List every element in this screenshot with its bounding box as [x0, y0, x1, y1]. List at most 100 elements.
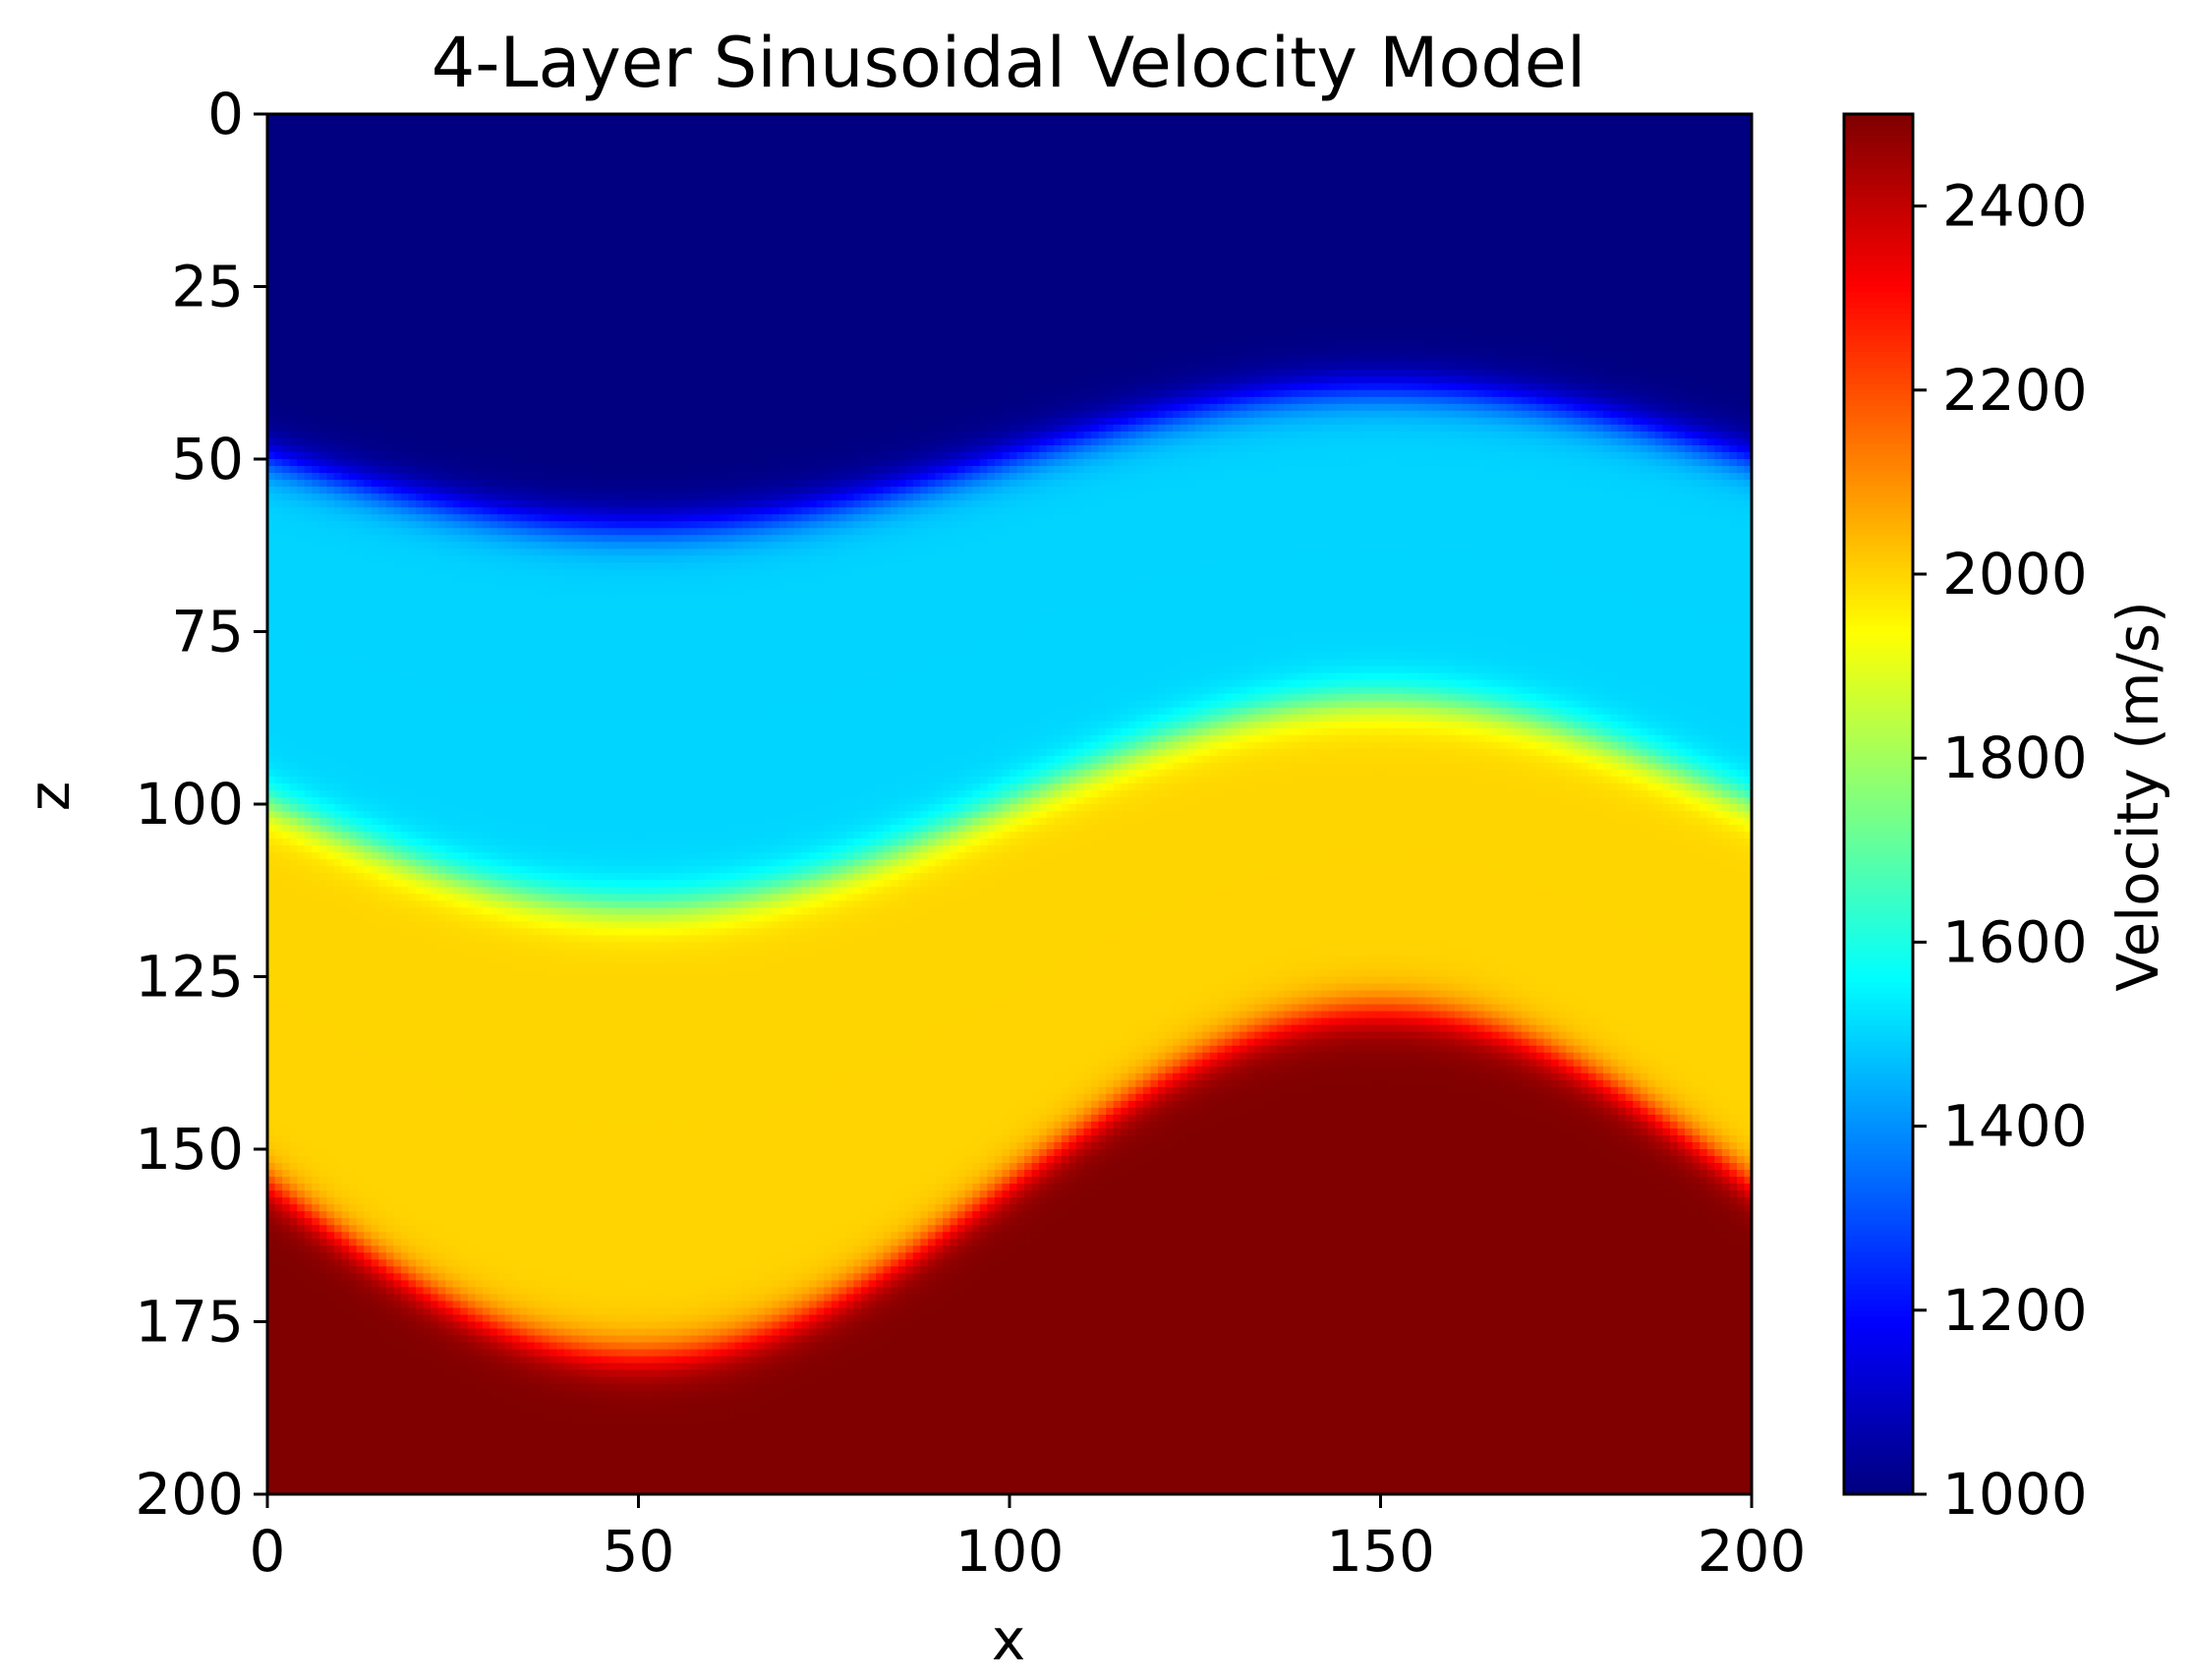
heatmap-cell [675, 142, 684, 149]
heatmap-cell [809, 245, 818, 253]
heatmap-cell [1202, 142, 1211, 149]
heatmap-cell [1180, 155, 1188, 163]
heatmap-cell [1700, 142, 1708, 149]
heatmap-cell [1031, 265, 1040, 274]
heatmap-cell [1240, 121, 1248, 129]
heatmap-cell [356, 128, 365, 136]
heatmap-cell [1470, 197, 1478, 204]
heatmap-cell [1336, 265, 1345, 274]
heatmap-cell [824, 142, 833, 149]
heatmap-cell [1439, 203, 1449, 211]
heatmap-cell [1721, 245, 1730, 253]
heatmap-cell [1098, 128, 1107, 136]
heatmap-cell [1254, 148, 1263, 156]
heatmap-cell [519, 245, 528, 253]
heatmap-cell [1306, 183, 1315, 191]
heatmap-cell [542, 183, 550, 191]
heatmap-cell [1113, 231, 1122, 239]
heatmap-cell [282, 148, 291, 156]
heatmap-cell [1194, 245, 1203, 253]
heatmap-cell [304, 245, 313, 253]
heatmap-cell [757, 162, 766, 170]
heatmap-cell [1439, 155, 1449, 163]
heatmap-cell [1016, 252, 1025, 261]
heatmap-cell [400, 224, 410, 232]
heatmap-cell [1232, 114, 1240, 122]
heatmap-cell [341, 155, 350, 163]
heatmap-cell [556, 272, 565, 281]
heatmap-cell [289, 121, 298, 129]
heatmap-cell [1581, 252, 1589, 261]
heatmap-cell [831, 155, 839, 163]
heatmap-cell [601, 259, 609, 267]
heatmap-cell [482, 224, 491, 232]
heatmap-cell [318, 176, 327, 184]
heatmap-cell [1121, 265, 1129, 274]
heatmap-cell [1729, 210, 1738, 218]
heatmap-cell [1573, 121, 1582, 129]
heatmap-cell [1209, 148, 1218, 156]
heatmap-cell [1284, 183, 1293, 191]
heatmap-cell [943, 245, 952, 253]
heatmap-cell [527, 259, 536, 267]
heatmap-cell [1521, 142, 1530, 149]
heatmap-cell [1618, 176, 1627, 184]
heatmap-cell [341, 128, 350, 136]
heatmap-cell [460, 128, 469, 136]
heatmap-cell [1336, 128, 1345, 136]
heatmap-cell [1506, 155, 1515, 163]
heatmap-cell [1685, 231, 1694, 239]
heatmap-cell [1595, 190, 1604, 198]
heatmap-cell [727, 203, 736, 211]
heatmap-cell [356, 114, 365, 122]
heatmap-cell [1654, 238, 1663, 246]
heatmap-cell [1610, 197, 1619, 204]
heatmap-cell [1640, 183, 1648, 191]
heatmap-cell [452, 238, 461, 246]
heatmap-cell [297, 217, 306, 225]
heatmap-cell [1610, 114, 1619, 122]
heatmap-cell [638, 148, 647, 156]
heatmap-cell [467, 135, 476, 143]
heatmap-cell [1610, 135, 1619, 143]
heatmap-cell [1232, 121, 1240, 129]
heatmap-cell [661, 135, 669, 143]
heatmap-cell [385, 224, 394, 232]
heatmap-cell [720, 252, 728, 261]
heatmap-cell [1581, 183, 1589, 191]
heatmap-cell [779, 155, 788, 163]
heatmap-cell [623, 135, 632, 143]
heatmap-cell [452, 203, 461, 211]
heatmap-cell [697, 252, 707, 261]
heatmap-cell [831, 203, 839, 211]
heatmap-cell [1529, 128, 1537, 136]
heatmap-cell [1410, 238, 1418, 246]
heatmap-cell [527, 142, 536, 149]
heatmap-cell [979, 197, 988, 204]
heatmap-cell [1706, 259, 1715, 267]
heatmap-cell [794, 183, 803, 191]
heatmap-cell [1514, 245, 1523, 253]
heatmap-cell [527, 197, 536, 204]
heatmap-cell [1640, 121, 1648, 129]
heatmap-cell [482, 272, 491, 281]
heatmap-cell [897, 148, 906, 156]
heatmap-cell [1269, 231, 1278, 239]
heatmap-cell [1484, 210, 1493, 218]
heatmap-cell [950, 210, 958, 218]
heatmap-cell [1424, 210, 1433, 218]
heatmap-cell [1075, 114, 1085, 122]
heatmap-cell [1432, 183, 1441, 191]
heatmap-cell [267, 162, 276, 170]
heatmap-cell [801, 217, 810, 225]
heatmap-cell [912, 272, 921, 281]
heatmap-cell [1298, 265, 1307, 274]
heatmap-cell [1543, 217, 1552, 225]
heatmap-cell [964, 176, 973, 184]
heatmap-cell [630, 203, 640, 211]
heatmap-cell [861, 114, 870, 122]
heatmap-cell [416, 210, 425, 218]
heatmap-cell [571, 231, 580, 239]
heatmap-cell [504, 203, 513, 211]
heatmap-cell [1194, 128, 1203, 136]
